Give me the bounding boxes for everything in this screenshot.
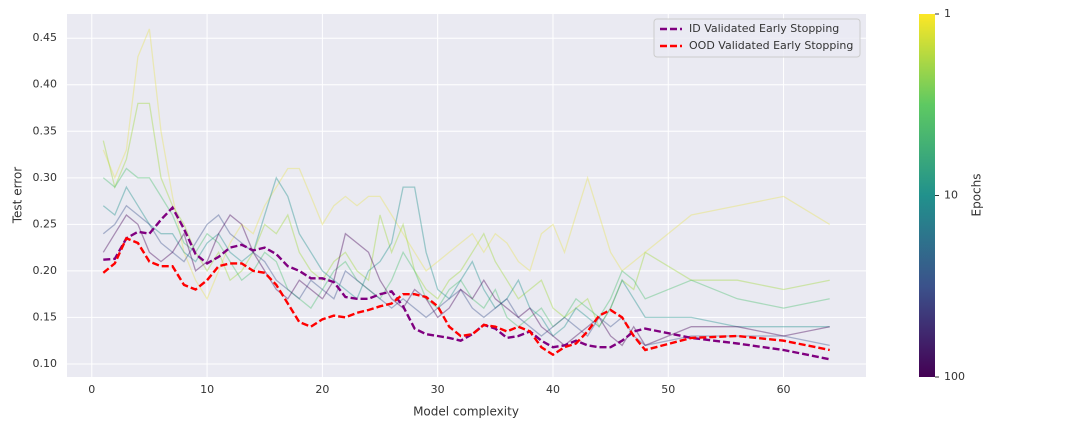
run-line bbox=[102, 102, 830, 329]
y-tick-label: 0.30 bbox=[33, 171, 58, 184]
x-tick-label: 10 bbox=[200, 383, 214, 396]
y-axis-label: Test error bbox=[11, 167, 25, 225]
colorbar-label: Epochs bbox=[970, 174, 984, 217]
y-tick-label: 0.45 bbox=[33, 31, 58, 44]
colorbar-tick-label: 100 bbox=[944, 370, 965, 383]
run-line bbox=[102, 167, 830, 328]
x-tick-label: 0 bbox=[88, 383, 95, 396]
legend: ID Validated Early Stopping OOD Validated… bbox=[653, 18, 861, 58]
y-tick-label: 0.15 bbox=[33, 310, 58, 323]
legend-label: ID Validated Early Stopping bbox=[689, 22, 839, 35]
x-axis-label: Model complexity bbox=[413, 405, 519, 419]
x-tick-label: 20 bbox=[315, 383, 329, 396]
y-tick-label: 0.10 bbox=[33, 357, 58, 370]
x-tick-label: 50 bbox=[661, 383, 675, 396]
legend-box bbox=[653, 18, 861, 58]
y-tick-label: 0.40 bbox=[33, 78, 58, 91]
run-line bbox=[102, 176, 830, 337]
x-tick-label: 40 bbox=[546, 383, 560, 396]
run-line bbox=[102, 204, 830, 347]
colorbar-tick-label: 1 bbox=[944, 7, 951, 20]
run-line bbox=[102, 214, 830, 347]
y-tick-label: 0.25 bbox=[33, 217, 58, 230]
y-tick-label: 0.20 bbox=[33, 264, 58, 277]
colorbar-tick-label: 10 bbox=[944, 189, 958, 202]
x-tick-label: 30 bbox=[431, 383, 445, 396]
run-line bbox=[102, 28, 831, 301]
colorbar bbox=[919, 14, 935, 377]
legend-label: OOD Validated Early Stopping bbox=[689, 39, 853, 52]
series-line bbox=[102, 236, 830, 357]
x-tick-label: 60 bbox=[777, 383, 791, 396]
y-tick-label: 0.35 bbox=[33, 124, 58, 137]
plot-area bbox=[67, 14, 866, 377]
